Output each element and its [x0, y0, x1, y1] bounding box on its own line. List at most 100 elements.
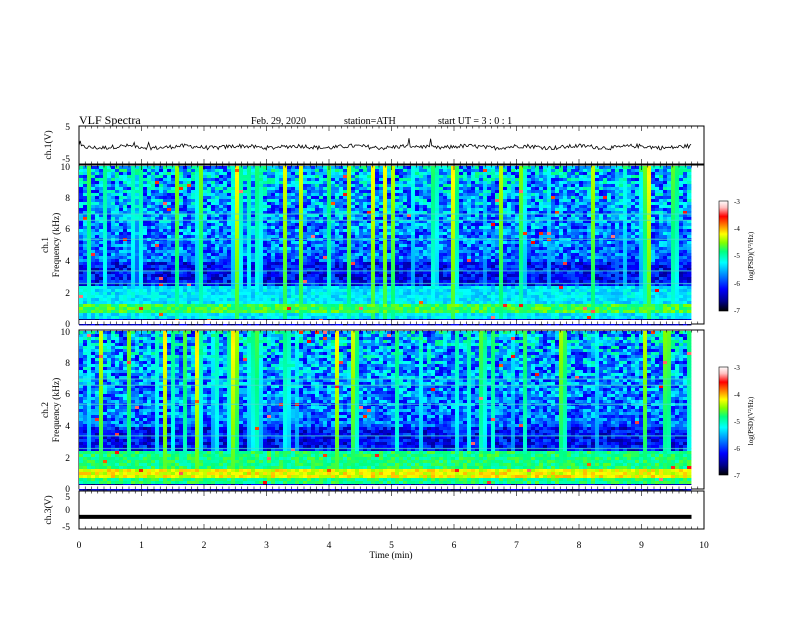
spectrogram-cell	[127, 208, 131, 211]
spectrogram-cell	[363, 298, 367, 301]
spectrogram-cell	[155, 256, 159, 259]
spectrogram-cell	[267, 313, 271, 316]
spectrogram-cell	[143, 229, 147, 232]
spectrogram-cell	[155, 205, 159, 208]
spectrogram-cell	[163, 256, 167, 259]
spectrogram-cell	[267, 241, 271, 244]
spectrogram-cell	[151, 289, 155, 292]
spectrogram-cell	[87, 304, 91, 307]
spectrogram-cell	[287, 202, 291, 205]
spectrogram-cell	[131, 232, 135, 235]
spectrogram-cell	[83, 226, 87, 229]
spectrogram-cell	[263, 205, 267, 208]
spectrogram-cell	[175, 313, 179, 316]
spectrogram-cell	[291, 232, 295, 235]
spectrogram-cell	[299, 253, 303, 256]
spectrogram-cell	[323, 307, 327, 310]
spectrogram-cell	[99, 295, 103, 298]
spectrogram-cell	[167, 289, 171, 292]
spectrogram-cell	[135, 253, 139, 256]
spectrogram-cell	[291, 190, 295, 193]
spectrogram-cell	[311, 202, 315, 205]
spectrogram-cell	[219, 250, 223, 253]
spectrogram-cell	[79, 166, 83, 169]
spectrogram-cell	[159, 271, 163, 274]
spectrogram-cell	[131, 166, 135, 169]
spectrogram-cell	[123, 295, 127, 298]
spectrogram-cell	[319, 244, 323, 247]
spectrogram-cell	[139, 289, 143, 292]
spectrogram-cell	[339, 277, 343, 280]
spectrogram-cell	[291, 199, 295, 202]
spectrogram-cell	[139, 301, 143, 304]
spectrogram-cell	[151, 295, 155, 298]
spectrogram-cell	[159, 244, 163, 247]
spectrogram-cell	[107, 232, 111, 235]
spectrogram-cell	[339, 253, 343, 256]
spectrogram-cell	[243, 226, 247, 229]
spectrogram-cell	[123, 289, 127, 292]
spectrogram-cell	[287, 184, 291, 187]
spectrogram-cell	[147, 256, 151, 259]
spectrogram-cell	[291, 202, 295, 205]
spectrogram-cell	[243, 232, 247, 235]
spectrogram-cell	[135, 196, 139, 199]
spectrogram-cell	[179, 190, 183, 193]
spectrogram-cell	[315, 175, 319, 178]
spectrogram-cell	[203, 190, 207, 193]
spectrogram-cell	[79, 292, 83, 295]
spectrogram-cell	[219, 301, 223, 304]
spectrogram-cell	[211, 235, 215, 238]
spectrogram-cell	[227, 250, 231, 253]
spectrogram-cell	[251, 196, 255, 199]
spectrogram-cell	[87, 259, 91, 262]
spectrogram-cell	[363, 223, 367, 226]
spectrogram-cell	[235, 313, 239, 316]
spectrogram-cell	[215, 178, 219, 181]
spectrogram-cell	[363, 274, 367, 277]
spectrogram-cell	[207, 277, 211, 280]
spectrogram-cell	[155, 187, 159, 190]
spectrogram-cell	[343, 196, 347, 199]
figure-title: VLF Spectra	[79, 113, 141, 127]
spectrogram-cell	[95, 253, 99, 256]
spectrogram-cell	[195, 241, 199, 244]
spectrogram-cell	[103, 178, 107, 181]
spectrogram-cell	[335, 205, 339, 208]
spectrogram-cell	[227, 178, 231, 181]
spectrogram-cell	[163, 202, 167, 205]
spectrogram-cell	[135, 259, 139, 262]
spectrogram-cell	[203, 250, 207, 253]
spectrogram-cell	[283, 244, 287, 247]
spectrogram-cell	[255, 298, 259, 301]
spectrogram-cell	[155, 232, 159, 235]
spectrogram-cell	[207, 190, 211, 193]
spectrogram-cell	[291, 175, 295, 178]
spectrogram-cell	[219, 187, 223, 190]
spectrogram-cell	[179, 262, 183, 265]
spectrogram-cell	[135, 277, 139, 280]
spectrogram-cell	[107, 313, 111, 316]
spectrogram-cell	[199, 196, 203, 199]
spectrogram-cell	[123, 280, 127, 283]
spectrogram-cell	[107, 199, 111, 202]
spectrogram-cell	[271, 187, 275, 190]
spectrogram-cell	[143, 199, 147, 202]
spectrogram-cell	[367, 196, 371, 199]
spectrogram-cell	[355, 307, 359, 310]
spectrogram-cell	[339, 274, 343, 277]
spectrogram-cell	[251, 274, 255, 277]
spectrogram-cell	[351, 181, 355, 184]
spectrogram-cell	[191, 184, 195, 187]
spectrogram-cell	[331, 274, 335, 277]
spectrogram-cell	[107, 298, 111, 301]
spectrogram-cell	[315, 292, 319, 295]
spectrogram-cell	[207, 232, 211, 235]
spectrogram-cell	[119, 187, 123, 190]
spectrogram-cell	[251, 247, 255, 250]
spectrogram-cell	[135, 190, 139, 193]
spectrogram-cell	[303, 304, 307, 307]
spectrogram-cell	[163, 310, 167, 313]
spectrogram-cell	[295, 223, 299, 226]
spectrogram-cell	[255, 229, 259, 232]
